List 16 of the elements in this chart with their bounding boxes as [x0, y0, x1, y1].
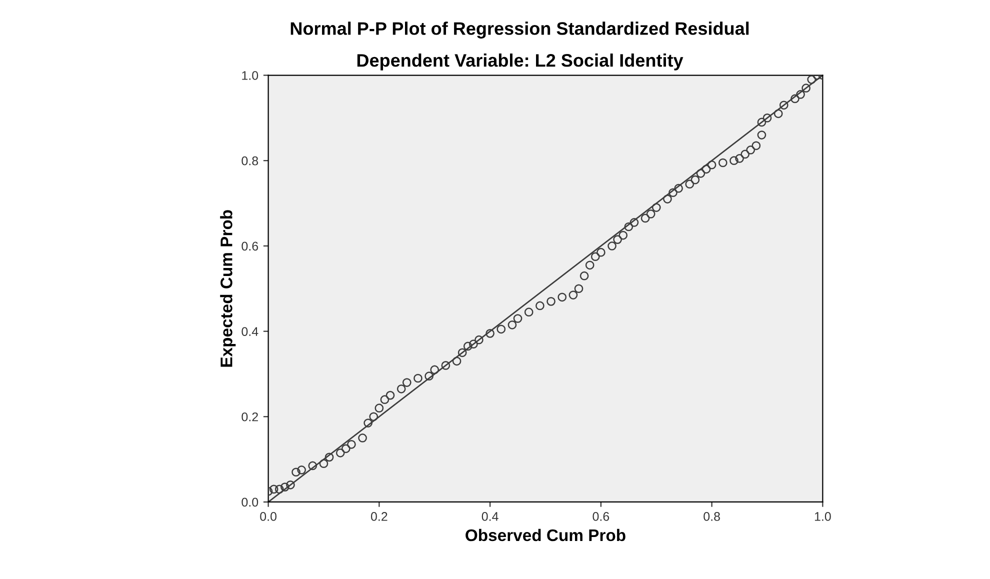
x-tick-label: 0.6: [592, 512, 610, 521]
x-tick-label: 0.0: [260, 512, 276, 521]
y-tick-label: 0.4: [242, 327, 258, 336]
y-tick-label: 1.0: [242, 71, 258, 80]
y-tick-label: 0.6: [242, 242, 258, 251]
y-tick-label: 0.8: [242, 156, 258, 166]
x-tick-label: 0.8: [704, 512, 720, 521]
chart-title: Normal P-P Plot of Regression Standardized Residual: [290, 22, 749, 39]
y-axis-title: Expected Cum Prob: [220, 210, 236, 367]
x-tick-label: 0.4: [482, 512, 498, 521]
x-tick-label: 1.0: [814, 512, 831, 521]
y-tick-label: 0.2: [242, 412, 258, 422]
y-tick-label: 0.0: [242, 498, 258, 507]
chart-subtitle: Dependent Variable: L2 Social Identity: [357, 54, 684, 70]
x-axis-title: Observed Cum Prob: [466, 528, 626, 542]
x-tick-label: 0.2: [370, 512, 388, 521]
